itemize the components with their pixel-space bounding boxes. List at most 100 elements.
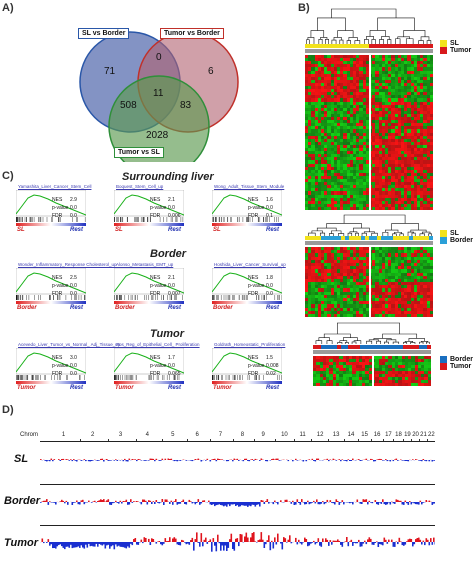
legend-label: SL bbox=[450, 230, 459, 237]
gsea-rank-gradient bbox=[212, 223, 282, 226]
stat-value-nes: 1.5 bbox=[266, 354, 273, 362]
stat-label: p-value bbox=[52, 282, 70, 290]
stat-label: p-value bbox=[52, 362, 70, 370]
cnv-segment bbox=[150, 542, 152, 545]
cnv-segment bbox=[88, 542, 90, 544]
cnv-segment bbox=[390, 460, 392, 461]
gsea-left-label: Border bbox=[115, 305, 135, 311]
cnv-segment bbox=[105, 542, 107, 549]
cnv-segment bbox=[171, 459, 173, 460]
cnv-segment bbox=[423, 459, 425, 460]
legend-swatch bbox=[440, 237, 447, 244]
cnv-segment bbox=[168, 541, 170, 542]
cnv-segment bbox=[298, 540, 300, 542]
cnv-segment bbox=[288, 460, 290, 461]
cnv-segment bbox=[235, 502, 237, 506]
cnv-segment bbox=[298, 502, 300, 503]
cnv-segment bbox=[406, 460, 408, 461]
cnv-segment bbox=[85, 542, 87, 545]
gsea-right-label: Rest bbox=[70, 385, 83, 391]
cnv-segment bbox=[357, 500, 359, 503]
cnv-segment bbox=[103, 460, 105, 462]
cnv-segment bbox=[378, 542, 380, 547]
cnv-segment bbox=[211, 542, 213, 552]
cnv-segment bbox=[403, 460, 405, 461]
cnv-segment bbox=[192, 502, 194, 503]
cnv-segment bbox=[186, 542, 188, 544]
cnv-segment bbox=[139, 459, 141, 460]
stat-value-nes: 2.1 bbox=[168, 274, 175, 282]
cnv-segment bbox=[307, 542, 309, 546]
cnv-segment bbox=[252, 533, 254, 542]
cnv-segment bbox=[241, 502, 243, 505]
cnv-segment bbox=[408, 460, 410, 461]
cnv-segment bbox=[363, 542, 365, 544]
cnv-segment bbox=[391, 540, 393, 542]
cnv-segment bbox=[127, 542, 129, 546]
cnv-segment bbox=[259, 460, 261, 461]
cnv-segment bbox=[354, 542, 356, 543]
cnv-segment bbox=[433, 538, 435, 542]
cnv-segment bbox=[151, 502, 153, 504]
cnv-segment bbox=[102, 542, 104, 546]
cnv-segment bbox=[333, 541, 335, 542]
cnv-segment bbox=[250, 537, 252, 542]
cnv-segment bbox=[54, 542, 56, 548]
cnv-segment bbox=[97, 501, 99, 502]
cnv-segment bbox=[124, 501, 126, 502]
gsea-card: Acevedo_Liver_Tumor_vs_Normal_ Adj_Tissu… bbox=[8, 342, 86, 398]
stat-value-pval: 0.0 bbox=[266, 282, 273, 290]
cnv-segment bbox=[255, 502, 257, 507]
cnv-segment bbox=[249, 460, 251, 461]
legend-label: Border bbox=[450, 237, 473, 244]
cnv-segment bbox=[349, 502, 351, 503]
cnv-segment bbox=[267, 540, 269, 542]
cnv-segment bbox=[267, 499, 269, 502]
gsea-rank-gradient bbox=[16, 381, 86, 384]
cnv-segment bbox=[244, 537, 246, 543]
cnv-segment bbox=[208, 501, 210, 502]
cnv-segment bbox=[229, 539, 231, 542]
cnv-segment bbox=[76, 542, 78, 547]
stat-value-fdr: 0.007 bbox=[168, 290, 181, 298]
cnv-segment bbox=[418, 460, 420, 461]
heatmap-3 bbox=[313, 356, 431, 386]
cnv-segment bbox=[67, 459, 69, 460]
cnv-segment bbox=[382, 460, 384, 461]
cnv-segment bbox=[408, 539, 410, 542]
dendrogram-3-svg bbox=[313, 322, 431, 344]
cnv-segment bbox=[276, 502, 278, 503]
cnv-segment bbox=[159, 541, 161, 542]
cnv-segment bbox=[423, 541, 425, 542]
cnv-segment bbox=[261, 459, 263, 461]
cnv-segment bbox=[67, 542, 69, 547]
gsea-card: Wong_Adult_Tissue_Stem_Module NES 1.6 p-val… bbox=[204, 184, 282, 240]
heatmap-2-group-bar bbox=[305, 236, 433, 240]
chromosome-label: 6 bbox=[196, 432, 199, 438]
cnv-segment bbox=[340, 542, 342, 545]
cnv-segment bbox=[324, 502, 326, 504]
stat-label: NES bbox=[150, 354, 168, 362]
cnv-segment bbox=[133, 501, 135, 502]
cnv-segment bbox=[123, 501, 125, 502]
cnv-segment bbox=[399, 538, 401, 542]
cnv-segment bbox=[393, 542, 395, 547]
cnv-segment bbox=[382, 542, 384, 545]
cnv-segment bbox=[151, 538, 153, 542]
cnv-segment bbox=[52, 542, 54, 548]
cnv-segment bbox=[42, 501, 44, 502]
cnv-segment bbox=[121, 502, 123, 504]
cnv-segment bbox=[102, 459, 104, 460]
cnv-segment bbox=[210, 502, 212, 504]
gsea-left-label: Border bbox=[213, 305, 233, 311]
cnv-segment bbox=[240, 534, 242, 542]
cnv-segment bbox=[247, 538, 249, 543]
chromosome-label: 16 bbox=[374, 432, 381, 438]
cnv-segment bbox=[148, 460, 150, 461]
gsea-gene-set-name: Alonso_Metastasis_EMT_up bbox=[116, 262, 173, 267]
cnv-segment bbox=[204, 500, 206, 502]
cnv-segment bbox=[213, 459, 215, 460]
cnv-segment bbox=[435, 502, 436, 504]
chromosome-label: 20 bbox=[412, 432, 419, 438]
cnv-segment bbox=[162, 499, 164, 502]
